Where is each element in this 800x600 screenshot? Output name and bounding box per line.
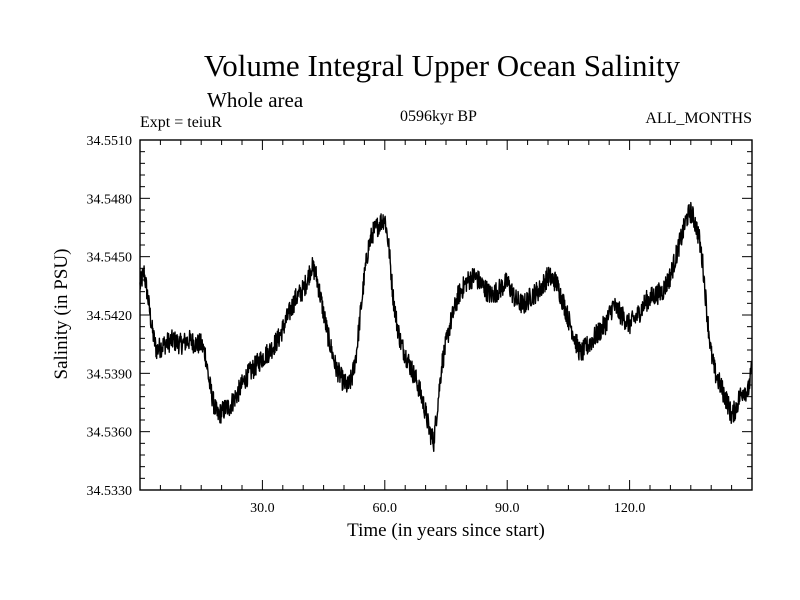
x-tick-label: 120.0 <box>614 501 646 516</box>
period-label: 0596kyr BP <box>400 108 477 125</box>
plot-frame <box>139 139 753 491</box>
y-tick-label: 34.5510 <box>87 134 133 149</box>
salinity-series-line <box>139 201 753 452</box>
y-tick-label: 34.5420 <box>87 309 133 324</box>
x-axis-label: Time (in years since start) <box>347 520 545 541</box>
chart-subtitle: Whole area <box>207 88 304 112</box>
y-tick-label: 34.5360 <box>87 426 133 441</box>
months-label: ALL_MONTHS <box>645 110 752 127</box>
x-tick-label: 60.0 <box>373 501 398 516</box>
chart-title: Volume Integral Upper Ocean Salinity <box>203 48 681 83</box>
x-tick-label: 30.0 <box>250 501 275 516</box>
y-tick-label: 34.5390 <box>87 367 133 382</box>
experiment-label: Expt = teiuR <box>140 114 222 131</box>
y-tick-label: 34.5480 <box>87 192 133 207</box>
x-tick-label: 90.0 <box>495 501 520 516</box>
y-tick-label: 34.5450 <box>87 251 133 266</box>
y-tick-label: 34.5330 <box>87 484 133 499</box>
